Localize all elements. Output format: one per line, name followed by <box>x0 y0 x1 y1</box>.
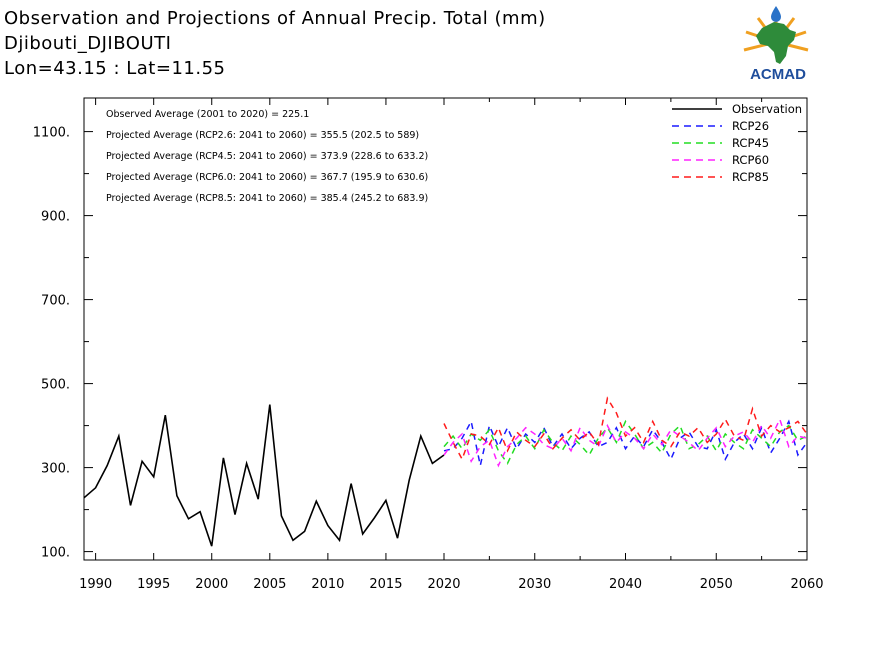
annotation-line: Projected Average (RCP8.5: 2041 to 2060)… <box>106 193 428 204</box>
x-tick-label: 2040 <box>609 577 642 592</box>
annotation-line: Projected Average (RCP2.6: 2041 to 2060)… <box>106 130 419 141</box>
series-line-rcp26 <box>443 419 808 466</box>
legend-label: Observation <box>732 102 802 116</box>
legend-label: RCP85 <box>732 170 769 184</box>
y-tick-label: 100. <box>41 546 70 561</box>
coordinates-label: Lon=43.15 : Lat=11.55 <box>4 58 226 79</box>
x-tick-label: 2030 <box>518 577 551 592</box>
y-tick-label: 900. <box>41 210 70 225</box>
series-line-rcp85 <box>443 396 808 462</box>
series-line-observation <box>83 404 445 547</box>
annotations: Observed Average (2001 to 2020) = 225.1 P… <box>106 109 428 204</box>
x-tick-label: 2050 <box>700 577 733 592</box>
x-tick-label: 1990 <box>79 577 112 592</box>
legend: Observation RCP26 RCP45 RCP60 RCP85 <box>672 102 802 184</box>
x-tick-label: 1995 <box>137 577 170 592</box>
acmad-logo: ACMAD <box>743 6 809 82</box>
x-tick-label: 2010 <box>311 577 344 592</box>
y-tick-label: 700. <box>41 294 70 309</box>
logo-text: ACMAD <box>750 66 806 82</box>
x-tick-label: 2000 <box>195 577 228 592</box>
legend-label: RCP45 <box>732 136 769 150</box>
y-tick-label: 1100. <box>33 126 70 141</box>
location-label: Djibouti_DJIBOUTI <box>4 33 172 54</box>
plot-frame <box>83 97 808 561</box>
chart-title: Observation and Projections of Annual Pr… <box>4 8 546 29</box>
africa-map-icon <box>756 22 796 64</box>
x-axis: 1990 1995 2000 2005 2010 2015 2020 2030 2040 2050… <box>79 98 824 592</box>
x-tick-label: 2060 <box>790 577 823 592</box>
legend-label: RCP26 <box>732 119 769 133</box>
x-tick-label: 2005 <box>253 577 286 592</box>
annotation-line: Projected Average (RCP6.0: 2041 to 2060)… <box>106 172 428 183</box>
annotation-line: Observed Average (2001 to 2020) = 225.1 <box>106 109 309 120</box>
water-drop-icon <box>771 6 781 22</box>
y-tick-label: 500. <box>41 378 70 393</box>
series-line-rcp60 <box>443 417 808 468</box>
legend-label: RCP60 <box>732 153 769 167</box>
y-tick-label: 300. <box>41 462 70 477</box>
x-tick-label: 2020 <box>427 577 460 592</box>
series-group <box>83 396 808 547</box>
annotation-line: Projected Average (RCP4.5: 2041 to 2060)… <box>106 151 428 162</box>
series-line-rcp45 <box>443 419 808 465</box>
x-tick-label: 2015 <box>369 577 402 592</box>
y-axis: 100. 300. 500. 700. 900. 1100. <box>33 126 807 561</box>
